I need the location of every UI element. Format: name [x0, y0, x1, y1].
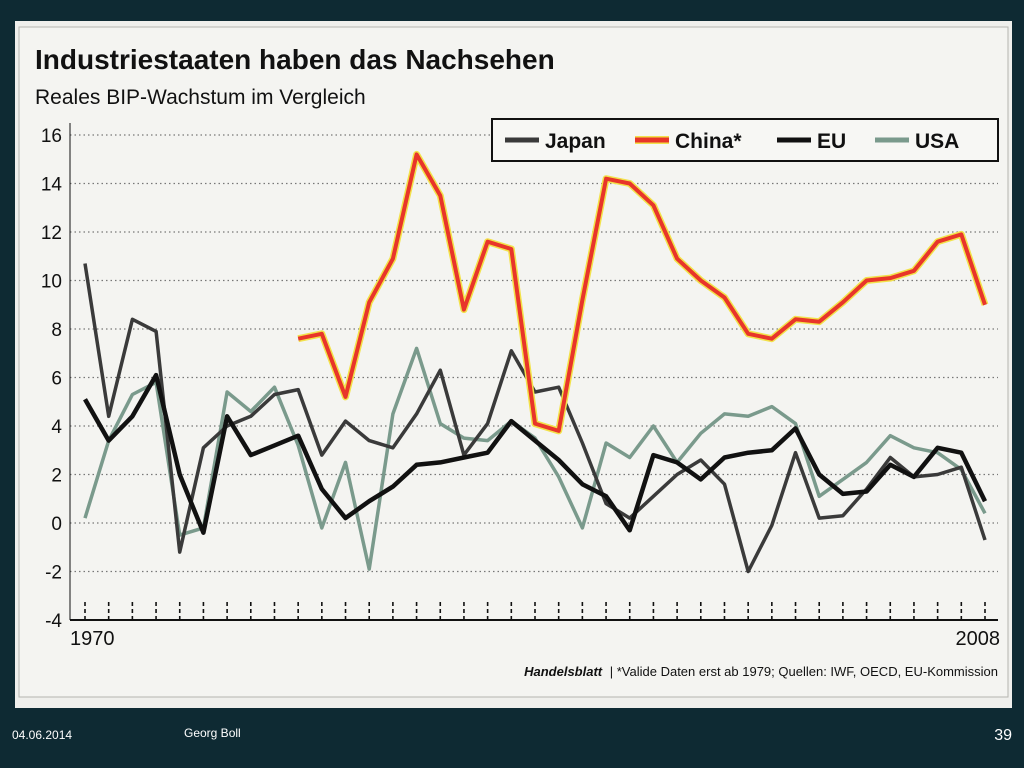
source-note: | *Valide Daten erst ab 1979; Quellen: I… [610, 664, 998, 679]
y-tick-label: 2 [51, 466, 62, 487]
legend-label-eu: EU [817, 130, 846, 153]
y-tick-label: 12 [41, 223, 62, 244]
chart-title: Industriestaaten haben das Nachsehen [35, 44, 555, 75]
footer-page-number: 39 [994, 727, 1012, 744]
x-tick-label-end: 2008 [956, 628, 1001, 650]
y-tick-label: -2 [45, 563, 62, 584]
y-tick-label: 16 [41, 126, 62, 147]
series-line-japan [83, 263, 987, 574]
legend-label-usa: USA [915, 130, 959, 153]
slide-content: Industriestaaten haben das Nachsehen Rea… [15, 21, 1012, 708]
series-line-eu [83, 372, 988, 535]
y-tick-label: 8 [51, 320, 62, 341]
source-line: Handelsblatt | *Valide Daten erst ab 197… [524, 664, 998, 679]
legend-box [491, 118, 999, 162]
series-line-china [297, 152, 987, 433]
y-tick-label: 10 [41, 272, 62, 293]
footer-author: Georg Boll [184, 726, 241, 740]
source-brand: Handelsblatt [524, 664, 603, 679]
chart: Industriestaaten haben das Nachsehen Rea… [18, 26, 1009, 698]
footer-date: 04.06.2014 [12, 728, 73, 742]
x-tick-label-start: 1970 [70, 628, 115, 650]
y-tick-label: 0 [51, 514, 62, 535]
legend-label-china: China* [675, 130, 742, 153]
series-lines [83, 150, 989, 574]
x-tick-marks [84, 602, 986, 620]
chart-subtitle: Reales BIP-Wachstum im Vergleich [35, 86, 366, 109]
y-tick-label: 14 [41, 175, 63, 196]
y-tick-label: 4 [51, 417, 62, 438]
y-tick-label: 6 [51, 369, 62, 390]
legend: Japan China* EU USA [491, 118, 999, 162]
y-tick-labels: 16 14 12 10 8 6 4 2 0 -2 -4 [41, 126, 63, 632]
legend-label-japan: Japan [545, 130, 606, 153]
y-tick-label: -4 [45, 611, 62, 632]
